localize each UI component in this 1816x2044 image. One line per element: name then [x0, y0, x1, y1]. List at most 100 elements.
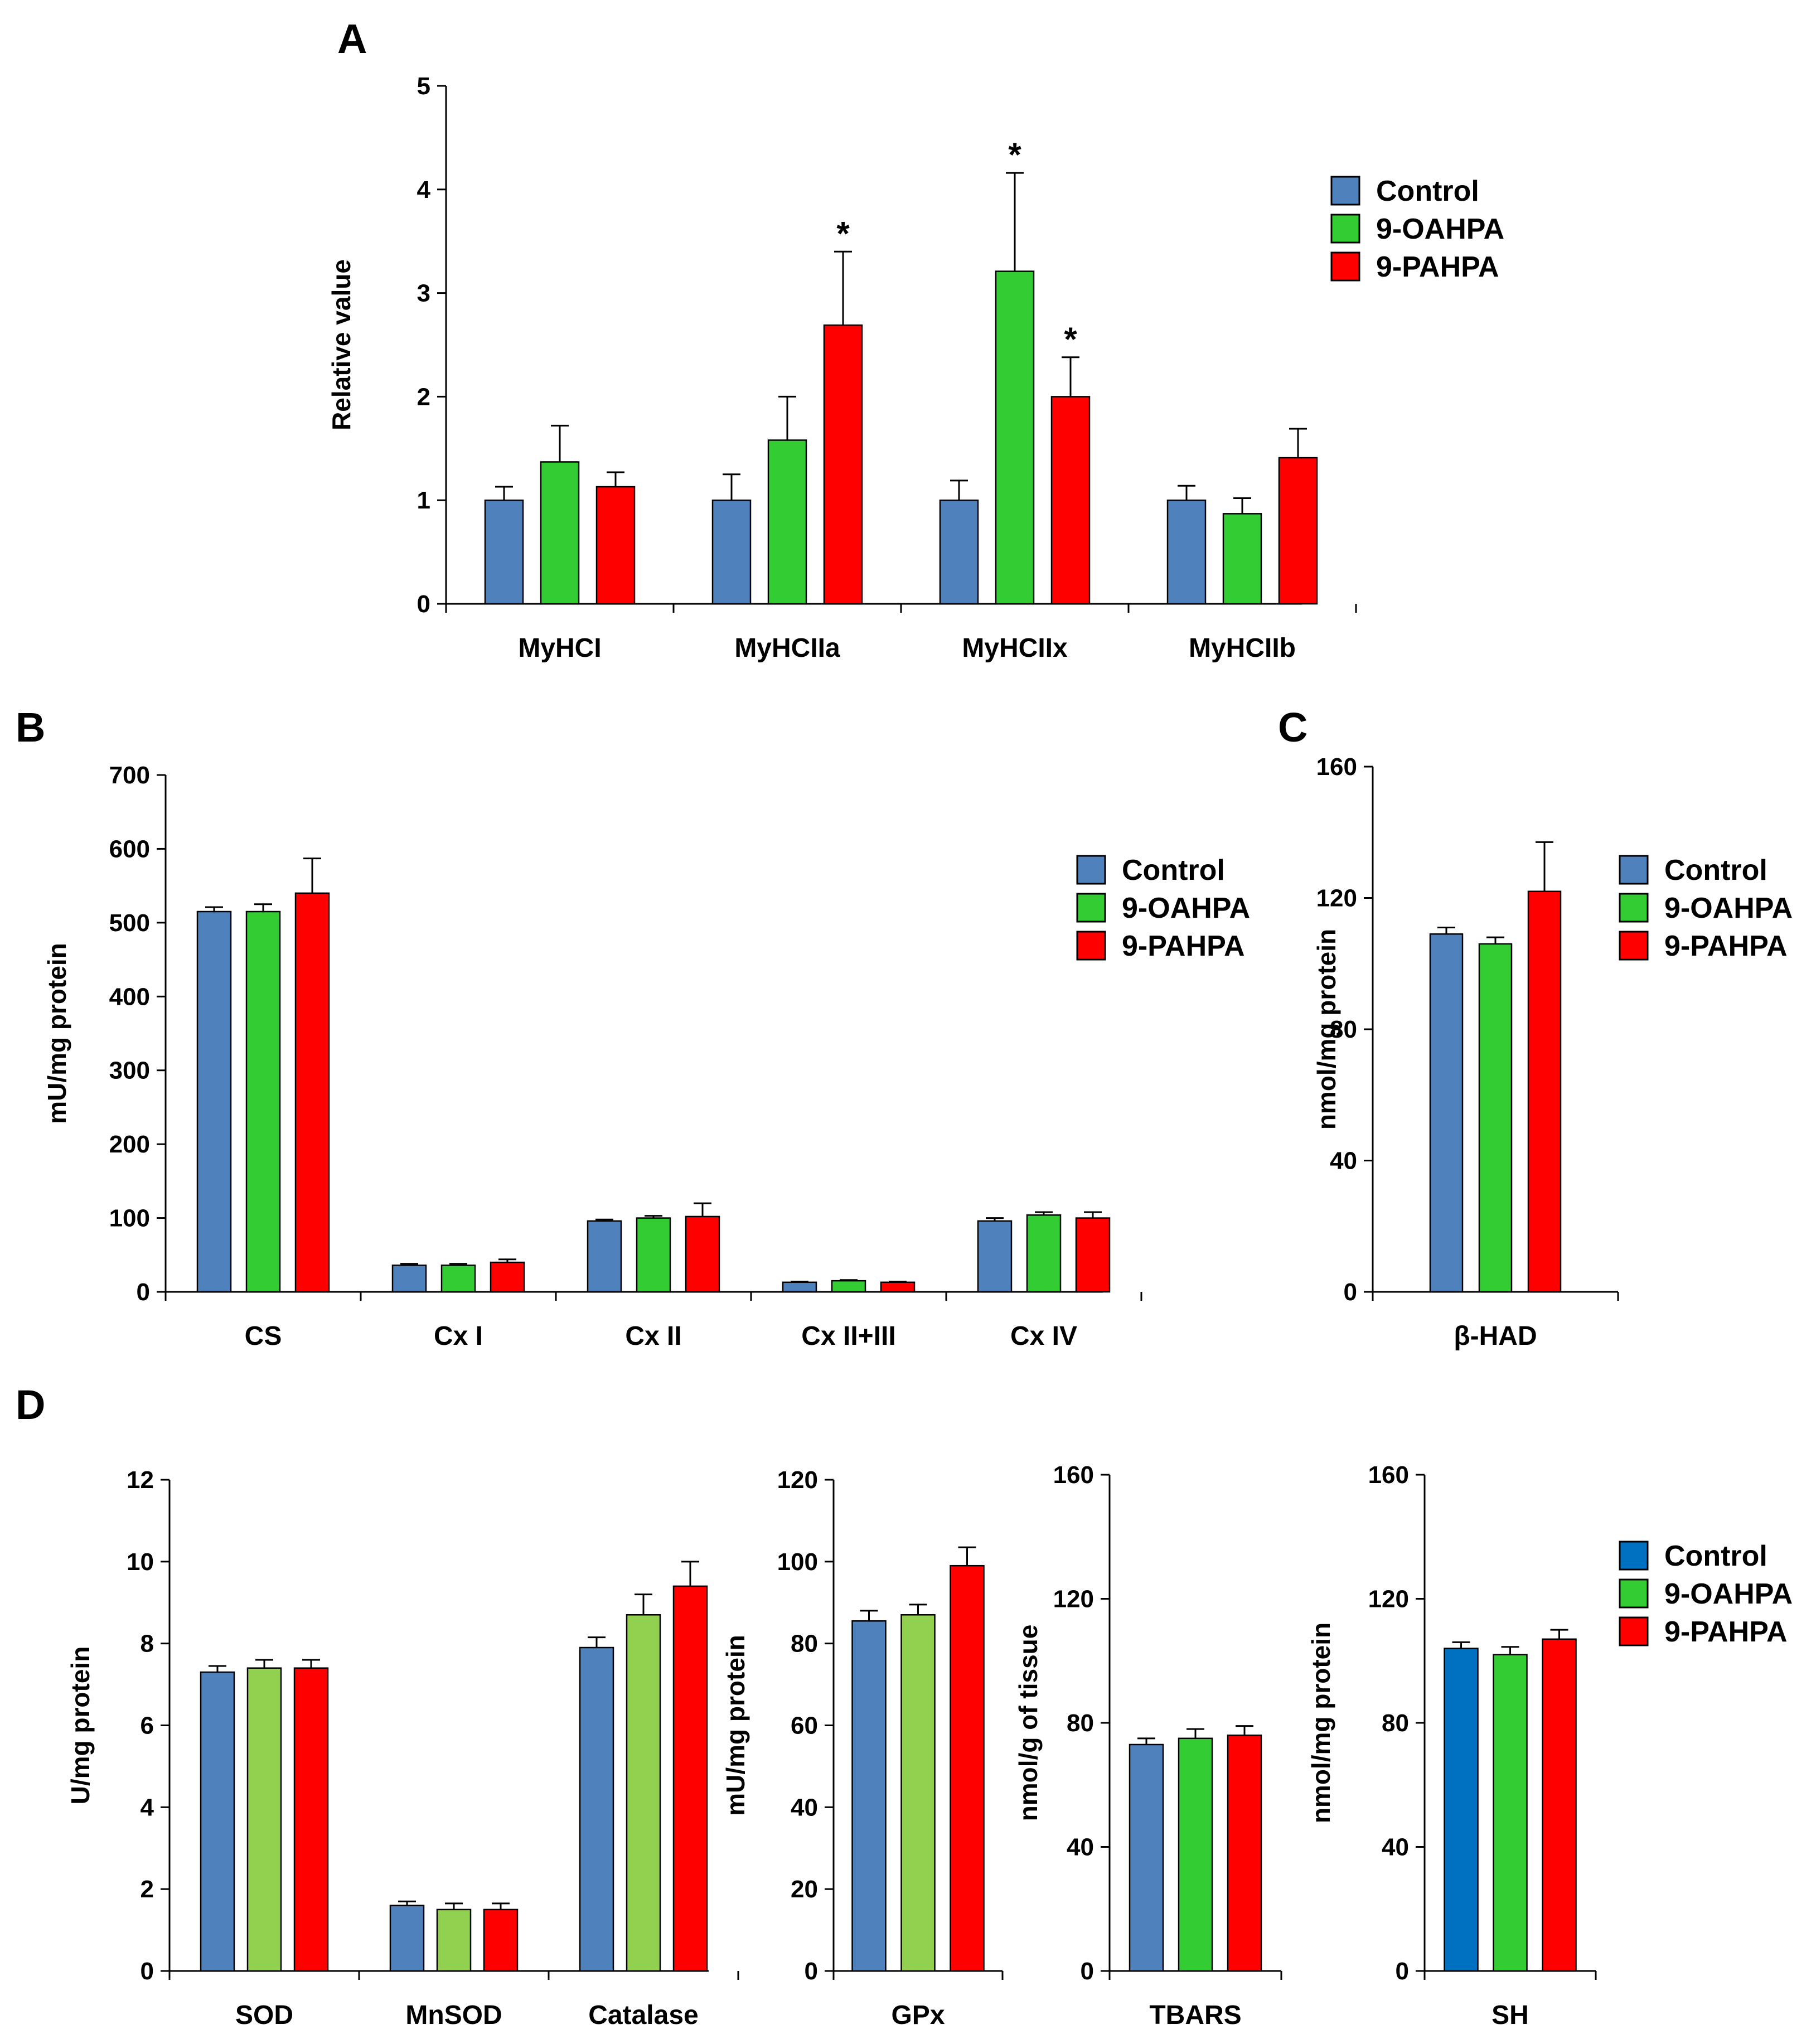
- y-axis-title: nmol/mg protein: [1312, 929, 1341, 1130]
- category-label: MnSOD: [405, 2001, 502, 2030]
- bar-control: [389, 1905, 425, 1972]
- legend-swatch-control: [1330, 176, 1360, 206]
- bar-9-pahpa: [823, 324, 863, 605]
- legend-swatch-control: [1619, 1541, 1649, 1571]
- y-tick-label: 3: [417, 280, 430, 307]
- bar-9-oahpa: [1222, 513, 1262, 605]
- bar-9-pahpa: [1050, 396, 1091, 605]
- bar-control: [391, 1265, 427, 1293]
- legend-label: 9-OAHPA: [1376, 213, 1504, 245]
- y-tick-label: 600: [109, 835, 150, 863]
- bar-9-oahpa: [245, 910, 281, 1293]
- y-tick-label: 2: [141, 1876, 154, 1903]
- bar-9-pahpa: [294, 892, 330, 1293]
- category-label: MyHCI: [518, 633, 601, 663]
- bar-9-oahpa: [436, 1909, 472, 1972]
- chart-panel-d4: 0 40 80 120 160 nmol/mg protein SH: [1306, 1461, 1597, 2030]
- legend-swatch-9-pahpa: [1330, 251, 1360, 282]
- y-tick-label: 0: [1344, 1278, 1357, 1306]
- legend-swatch-control: [1076, 855, 1106, 885]
- bar-9-pahpa: [1527, 890, 1562, 1293]
- panel-label-b: B: [16, 704, 45, 750]
- y-tick-label: 200: [109, 1131, 150, 1158]
- bar-control: [1129, 1743, 1164, 1972]
- y-tick-label: 700: [109, 762, 150, 789]
- legend-label: 9-PAHPA: [1664, 930, 1788, 962]
- y-tick-label: 500: [109, 909, 150, 937]
- y-tick-label: 10: [127, 1548, 154, 1576]
- y-tick-label: 40: [1382, 1834, 1409, 1861]
- bar-9-oahpa: [1178, 1737, 1213, 1972]
- category-label: MyHCIIa: [734, 633, 840, 663]
- bar-control: [1429, 933, 1464, 1293]
- category-label: Cx II+III: [801, 1321, 895, 1351]
- y-tick-label: 4: [141, 1794, 154, 1821]
- y-tick-label: 120: [1053, 1586, 1094, 1613]
- y-axis-title: U/mg protein: [66, 1646, 95, 1805]
- bar-9-pahpa: [880, 1281, 916, 1293]
- bar-control: [851, 1620, 887, 1972]
- y-tick-label: 80: [791, 1630, 818, 1658]
- bar-control: [587, 1220, 622, 1293]
- legend-label: 9-PAHPA: [1376, 251, 1499, 283]
- y-tick-label: 40: [1330, 1147, 1357, 1175]
- y-tick-label: 80: [1382, 1709, 1409, 1737]
- bar-9-oahpa: [900, 1614, 936, 1972]
- bar-control: [200, 1671, 235, 1972]
- y-tick-label: 120: [777, 1466, 818, 1494]
- bar-control: [579, 1646, 614, 1972]
- bar-9-oahpa: [995, 270, 1035, 605]
- category-label: Cx I: [434, 1321, 483, 1351]
- chart-panel-d3: 0 40 80 120 160 nmol/g of tissue TBARS: [1014, 1461, 1282, 2030]
- y-tick-label: 120: [1316, 885, 1357, 912]
- bar-9-pahpa: [490, 1261, 525, 1293]
- panel-label-d: D: [16, 1382, 45, 1428]
- y-tick-label: 0: [1396, 1958, 1409, 1985]
- chart-panel-b: B 0 100 200 300 400 500 600 700 mU/mg protein CS Cx…: [16, 704, 1142, 1351]
- category-label: Cx II: [625, 1321, 681, 1351]
- y-tick-label: 1: [417, 487, 430, 514]
- bar-9-pahpa: [1227, 1735, 1262, 1972]
- legend-label: Control: [1122, 854, 1225, 887]
- bar-control: [196, 910, 232, 1293]
- bar-9-oahpa: [1478, 943, 1513, 1293]
- bar-9-oahpa: [1493, 1654, 1528, 1972]
- legend-swatch-9-pahpa: [1619, 931, 1649, 961]
- significance-mark: *: [836, 215, 850, 252]
- category-label: MyHCIIx: [962, 633, 1068, 663]
- category-label: GPx: [891, 2001, 945, 2030]
- legend-label: 9-OAHPA: [1122, 892, 1250, 924]
- bar-9-pahpa: [595, 486, 636, 605]
- y-axis-title: mU/mg protein: [721, 1635, 750, 1816]
- category-label: TBARS: [1149, 2001, 1241, 2030]
- legend-a: Control 9-OAHPA 9-PAHPA: [1330, 175, 1504, 283]
- legend-swatch-9-oahpa: [1619, 893, 1649, 923]
- y-tick-label: 60: [791, 1712, 818, 1740]
- y-tick-label: 5: [417, 72, 430, 100]
- category-label: SH: [1491, 2001, 1529, 2030]
- panel-label-c: C: [1278, 704, 1307, 750]
- bar-control: [1444, 1648, 1479, 1972]
- y-tick-label: 160: [1368, 1461, 1409, 1489]
- category-label: Catalase: [588, 2001, 698, 2030]
- y-tick-label: 300: [109, 1057, 150, 1084]
- y-tick-label: 20: [791, 1876, 818, 1903]
- y-tick-label: 80: [1067, 1709, 1094, 1737]
- bar-control: [782, 1281, 817, 1293]
- y-tick-label: 160: [1316, 753, 1357, 781]
- legend-label: Control: [1376, 175, 1479, 207]
- bar-9-pahpa: [672, 1585, 708, 1972]
- bar-control: [484, 499, 524, 605]
- legend-c: Control 9-OAHPA 9-PAHPA: [1619, 854, 1793, 962]
- bar-control: [1166, 499, 1207, 605]
- y-tick-label: 6: [141, 1712, 154, 1740]
- legend-swatch-9-oahpa: [1330, 214, 1360, 244]
- category-label: MyHCIIb: [1189, 633, 1296, 663]
- bar-9-oahpa: [636, 1217, 671, 1293]
- legend-swatch-9-pahpa: [1619, 1616, 1649, 1646]
- chart-panel-d2: 0 20 40 60 80 100 120 mU/mg protein GPx: [721, 1466, 1004, 2030]
- legend-label: 9-OAHPA: [1664, 1578, 1793, 1610]
- legend-swatch-9-oahpa: [1076, 893, 1106, 923]
- legend-label: 9-PAHPA: [1664, 1616, 1788, 1648]
